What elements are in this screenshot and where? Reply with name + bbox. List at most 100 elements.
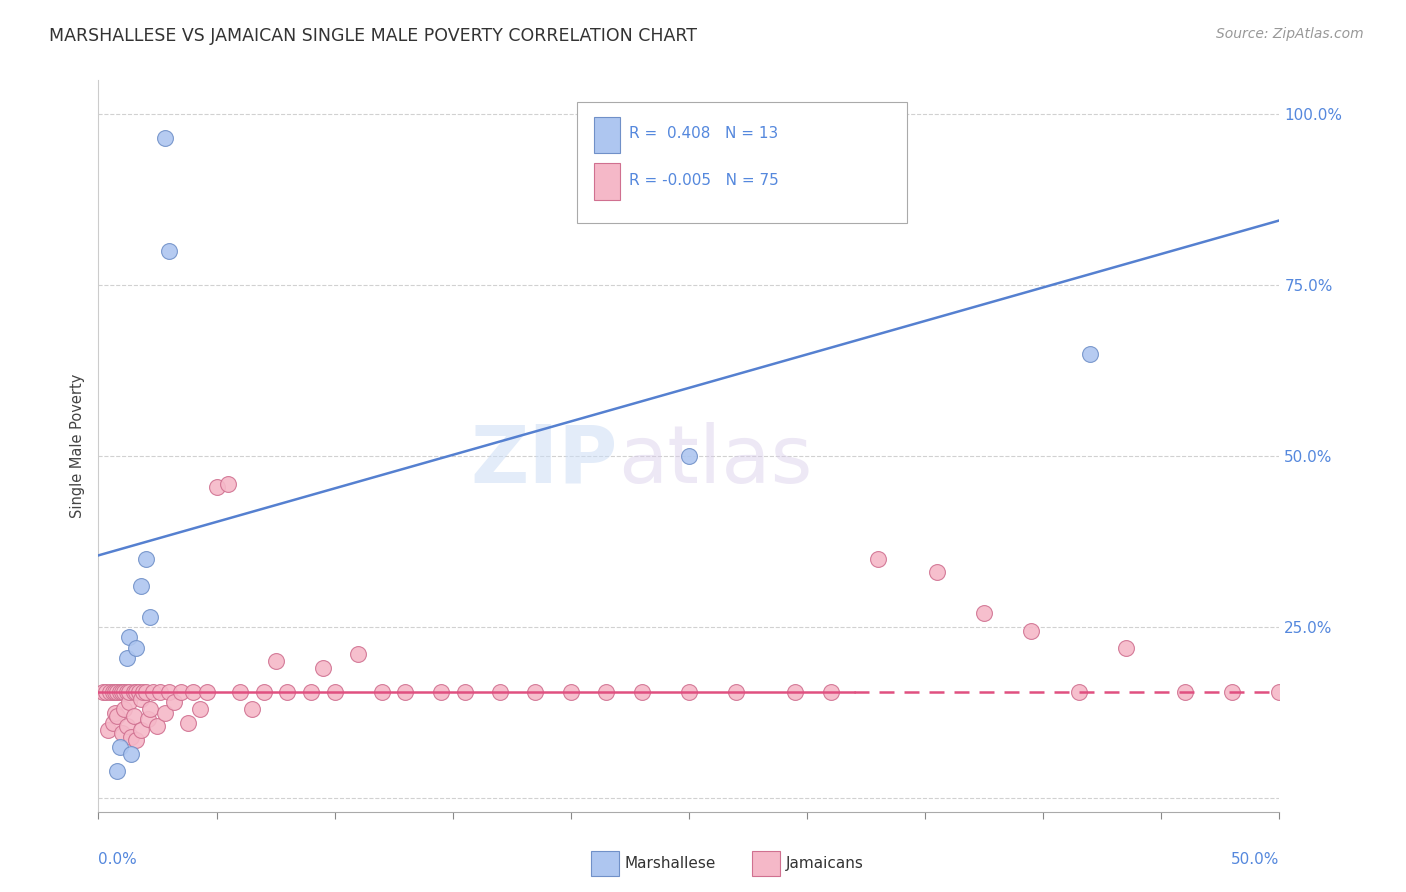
Point <box>1080 347 1102 361</box>
Point <box>678 685 700 699</box>
Point <box>253 685 276 699</box>
Point <box>785 685 807 699</box>
Point <box>135 551 157 566</box>
Point <box>678 449 700 463</box>
Point <box>94 685 117 699</box>
Point <box>97 723 120 737</box>
Point <box>595 685 617 699</box>
Point <box>181 685 204 699</box>
Point <box>115 651 138 665</box>
Point <box>105 685 128 699</box>
Point <box>125 685 148 699</box>
Point <box>128 685 150 699</box>
Point <box>135 685 157 699</box>
Text: MARSHALLESE VS JAMAICAN SINGLE MALE POVERTY CORRELATION CHART: MARSHALLESE VS JAMAICAN SINGLE MALE POVE… <box>49 27 697 45</box>
Point <box>312 661 335 675</box>
Point <box>112 702 135 716</box>
Point <box>560 685 582 699</box>
Point <box>108 739 131 754</box>
Point <box>105 764 128 778</box>
Point <box>1268 685 1291 699</box>
Point <box>1067 685 1090 699</box>
Point <box>299 685 322 699</box>
Point <box>394 685 416 699</box>
Point <box>136 713 159 727</box>
Point <box>129 692 152 706</box>
Point <box>115 719 138 733</box>
Point <box>98 685 121 699</box>
Point <box>163 695 186 709</box>
Point <box>170 685 193 699</box>
Point <box>129 579 152 593</box>
Point <box>91 685 114 699</box>
Point <box>149 685 172 699</box>
Point <box>264 654 287 668</box>
Point <box>217 476 239 491</box>
Point <box>489 685 512 699</box>
Point <box>122 709 145 723</box>
Text: R = -0.005   N = 75: R = -0.005 N = 75 <box>628 173 779 188</box>
Text: Source: ZipAtlas.com: Source: ZipAtlas.com <box>1216 27 1364 41</box>
Point <box>188 702 211 716</box>
Point <box>157 685 180 699</box>
Point <box>125 733 148 747</box>
Point <box>139 702 162 716</box>
Point <box>276 685 298 699</box>
Point <box>132 685 155 699</box>
Point <box>115 685 138 699</box>
Point <box>157 244 180 259</box>
Text: ZIP: ZIP <box>471 422 619 500</box>
Point <box>195 685 218 699</box>
Point <box>118 695 141 709</box>
Point <box>323 685 346 699</box>
FancyBboxPatch shape <box>576 103 907 223</box>
Point <box>1220 685 1243 699</box>
Point <box>118 685 141 699</box>
Text: Marshallese: Marshallese <box>624 856 716 871</box>
FancyBboxPatch shape <box>595 117 620 153</box>
Text: R =  0.408   N = 13: R = 0.408 N = 13 <box>628 126 778 141</box>
Point <box>820 685 842 699</box>
Point <box>925 566 948 580</box>
Text: 0.0%: 0.0% <box>98 852 138 867</box>
Point <box>111 726 134 740</box>
Point <box>122 685 145 699</box>
Point <box>430 685 453 699</box>
Point <box>1174 685 1197 699</box>
Point <box>118 631 141 645</box>
Point <box>101 685 124 699</box>
Text: atlas: atlas <box>619 422 813 500</box>
Point <box>347 648 370 662</box>
Point <box>229 685 252 699</box>
Point <box>371 685 394 699</box>
Point <box>524 685 547 699</box>
Point <box>121 747 143 761</box>
Point <box>121 730 143 744</box>
Point <box>177 715 200 730</box>
FancyBboxPatch shape <box>595 163 620 200</box>
Point <box>725 685 748 699</box>
Point <box>866 551 889 566</box>
Point <box>101 715 124 730</box>
Point <box>142 685 165 699</box>
Point <box>104 685 127 699</box>
Point <box>973 607 995 621</box>
Text: Jamaicans: Jamaicans <box>786 856 863 871</box>
Point <box>1115 640 1137 655</box>
Point <box>129 723 152 737</box>
Point <box>108 685 131 699</box>
Point <box>240 702 263 716</box>
Point <box>630 685 652 699</box>
Point <box>146 719 169 733</box>
Point <box>453 685 475 699</box>
Point <box>153 131 176 145</box>
Point <box>111 685 134 699</box>
Point <box>1021 624 1043 638</box>
Point <box>112 685 135 699</box>
Point <box>139 610 162 624</box>
Point <box>105 709 128 723</box>
Point <box>153 706 176 720</box>
Text: 50.0%: 50.0% <box>1232 852 1279 867</box>
Point <box>205 480 228 494</box>
Point <box>125 640 148 655</box>
